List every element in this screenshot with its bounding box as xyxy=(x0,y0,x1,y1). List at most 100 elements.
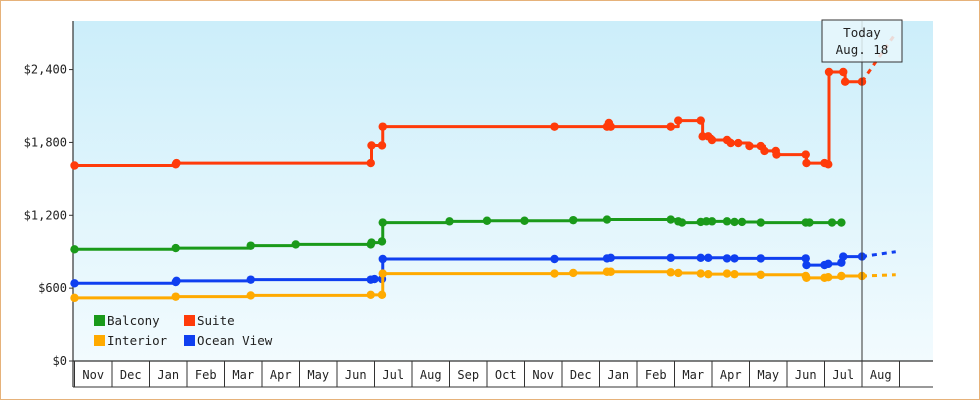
data-point[interactable] xyxy=(696,253,705,262)
data-point[interactable] xyxy=(602,215,612,224)
legend-swatch xyxy=(94,335,105,346)
data-point[interactable] xyxy=(370,274,379,284)
data-point[interactable] xyxy=(520,216,529,225)
data-point[interactable] xyxy=(730,217,739,227)
data-point[interactable] xyxy=(824,259,833,269)
series-ocean-view xyxy=(70,250,896,288)
legend-label: Interior xyxy=(107,333,168,348)
data-point[interactable] xyxy=(704,253,713,262)
data-point[interactable] xyxy=(707,135,717,145)
data-point[interactable] xyxy=(666,268,675,277)
month-label: Mar xyxy=(232,368,254,382)
data-point[interactable] xyxy=(824,160,833,169)
data-point[interactable] xyxy=(569,268,578,278)
data-point[interactable] xyxy=(70,293,79,303)
data-point[interactable] xyxy=(366,158,375,168)
data-point[interactable] xyxy=(745,141,754,151)
data-point[interactable] xyxy=(756,218,765,227)
data-point[interactable] xyxy=(606,267,615,276)
data-point[interactable] xyxy=(722,254,732,263)
month-label: Apr xyxy=(270,368,292,382)
data-point[interactable] xyxy=(674,268,683,278)
data-point[interactable] xyxy=(726,138,735,148)
data-point[interactable] xyxy=(756,270,765,279)
month-label: Dec xyxy=(120,368,142,382)
data-point[interactable] xyxy=(378,254,387,264)
data-point[interactable] xyxy=(824,273,833,282)
data-point[interactable] xyxy=(482,216,492,225)
data-point[interactable] xyxy=(377,237,387,246)
month-label: Jan xyxy=(607,368,629,382)
data-point[interactable] xyxy=(704,269,713,279)
plot-background xyxy=(73,21,933,361)
data-point[interactable] xyxy=(801,254,810,263)
data-point[interactable] xyxy=(172,276,181,286)
data-point[interactable] xyxy=(246,241,255,250)
data-point[interactable] xyxy=(696,269,705,278)
data-point[interactable] xyxy=(378,269,387,278)
data-point[interactable] xyxy=(70,279,79,288)
data-point[interactable] xyxy=(837,271,846,281)
data-point[interactable] xyxy=(802,158,811,168)
data-point[interactable] xyxy=(730,254,739,263)
data-point[interactable] xyxy=(737,217,747,227)
data-point[interactable] xyxy=(666,215,675,224)
data-point[interactable] xyxy=(666,122,675,131)
data-point[interactable] xyxy=(70,245,79,254)
y-tick-label: $1,800 xyxy=(24,135,67,149)
month-label: Sep xyxy=(457,368,479,382)
data-point[interactable] xyxy=(378,122,387,131)
data-point[interactable] xyxy=(730,269,739,279)
data-point[interactable] xyxy=(837,218,846,227)
data-point[interactable] xyxy=(367,238,376,247)
data-point[interactable] xyxy=(839,67,848,77)
data-point[interactable] xyxy=(171,243,180,253)
data-point[interactable] xyxy=(802,273,811,283)
data-point[interactable] xyxy=(827,218,837,227)
data-point[interactable] xyxy=(172,158,181,168)
data-point[interactable] xyxy=(824,67,834,77)
data-point[interactable] xyxy=(606,122,615,131)
data-point[interactable] xyxy=(722,217,732,226)
data-point[interactable] xyxy=(246,291,255,300)
data-point[interactable] xyxy=(569,215,578,225)
data-point[interactable] xyxy=(377,290,387,300)
month-label: Nov xyxy=(82,368,104,382)
data-point[interactable] xyxy=(70,161,79,170)
data-point[interactable] xyxy=(550,269,559,278)
data-point[interactable] xyxy=(550,254,559,264)
data-point[interactable] xyxy=(722,269,732,278)
legend-item: Balcony xyxy=(94,313,160,328)
legend-item: Interior xyxy=(94,333,168,348)
data-point[interactable] xyxy=(246,275,255,284)
data-point[interactable] xyxy=(677,218,687,227)
data-point[interactable] xyxy=(378,218,387,227)
data-point[interactable] xyxy=(606,253,615,262)
legend-label: Suite xyxy=(197,313,235,328)
data-point[interactable] xyxy=(839,252,848,261)
data-point[interactable] xyxy=(840,77,850,86)
data-point[interactable] xyxy=(756,254,765,263)
data-point[interactable] xyxy=(367,141,376,150)
data-point[interactable] xyxy=(291,240,300,249)
data-point[interactable] xyxy=(171,292,180,301)
data-point[interactable] xyxy=(734,138,743,148)
month-label: Oct xyxy=(495,368,517,382)
data-point[interactable] xyxy=(674,116,683,125)
data-point[interactable] xyxy=(772,150,781,159)
data-point[interactable] xyxy=(445,217,454,226)
data-point[interactable] xyxy=(805,218,814,227)
data-point[interactable] xyxy=(377,141,387,150)
data-point[interactable] xyxy=(696,116,705,125)
data-point[interactable] xyxy=(707,217,717,226)
month-label: Jul xyxy=(382,368,404,382)
month-label: Jan xyxy=(157,368,179,382)
data-point[interactable] xyxy=(366,290,375,300)
month-label: May xyxy=(757,368,779,382)
data-point[interactable] xyxy=(666,253,675,262)
data-point[interactable] xyxy=(801,150,810,159)
data-point[interactable] xyxy=(760,146,769,156)
data-point[interactable] xyxy=(550,122,559,131)
data-point[interactable] xyxy=(802,260,811,270)
